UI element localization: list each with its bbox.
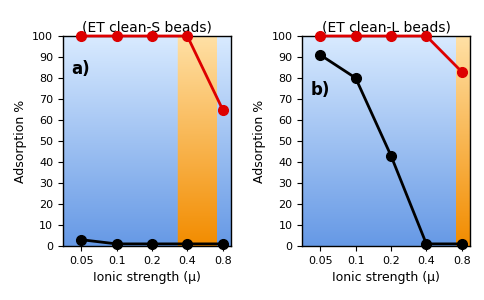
Title: (ET clean-L beads): (ET clean-L beads) [321,21,450,35]
Text: a): a) [71,60,90,78]
X-axis label: Ionic strength (μ): Ionic strength (μ) [332,271,439,284]
Y-axis label: Adsorption %: Adsorption % [14,99,27,183]
Y-axis label: Adsorption %: Adsorption % [252,99,265,183]
Text: b): b) [310,81,329,99]
Title: (ET clean-S beads): (ET clean-S beads) [82,21,212,35]
X-axis label: Ionic strength (μ): Ionic strength (μ) [93,271,201,284]
